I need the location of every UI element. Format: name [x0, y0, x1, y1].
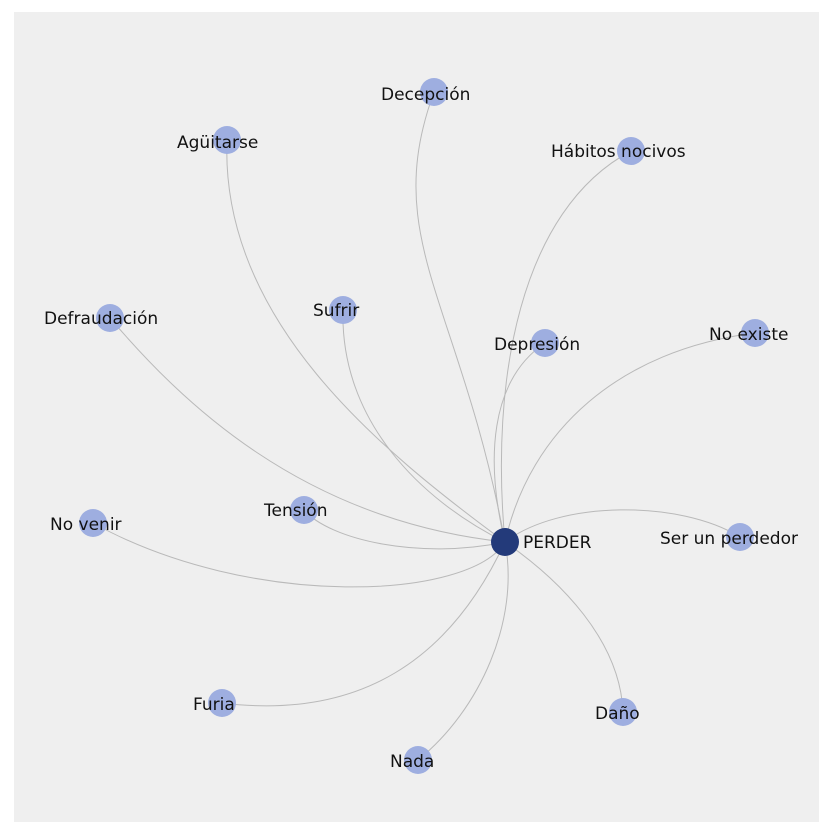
label-layer: Decepción Agüitarse Hábitos nocivos Defr… — [44, 85, 798, 772]
label-aguitarse: Agüitarse — [177, 133, 258, 153]
label-center-perder: PERDER — [523, 533, 592, 553]
label-sufrir: Sufrir — [313, 301, 359, 321]
label-ser-un-perdedor: Ser un perdedor — [660, 529, 798, 549]
edge-sufrir — [342, 309, 506, 543]
edge-no-existe — [504, 332, 756, 543]
edge-layer — [92, 91, 756, 761]
label-nada: Nada — [390, 752, 434, 772]
node-dano[interactable] — [609, 698, 637, 726]
node-depresion[interactable] — [531, 329, 559, 357]
label-habitos-nocivos: Hábitos nocivos — [551, 142, 686, 162]
node-tension[interactable] — [290, 496, 318, 524]
label-defraudacion: Defraudación — [44, 309, 158, 329]
node-sufrir[interactable] — [329, 296, 357, 324]
edge-tension — [303, 509, 506, 550]
label-no-venir: No venir — [50, 515, 122, 535]
label-depresion: Depresión — [494, 335, 580, 355]
edge-decepcion — [415, 91, 506, 543]
edge-depresion — [493, 342, 546, 543]
edge-aguitarse — [226, 139, 506, 543]
node-center-perder[interactable] — [491, 528, 519, 556]
label-dano: Daño — [595, 704, 640, 724]
node-decepcion[interactable] — [420, 78, 448, 106]
node-habitos-nocivos[interactable] — [617, 137, 645, 165]
node-layer — [79, 78, 769, 774]
diagram-canvas — [14, 12, 819, 822]
label-furia: Furia — [193, 695, 235, 715]
node-nada[interactable] — [404, 746, 432, 774]
edge-ser-un-perdedor — [504, 509, 741, 543]
edge-defraudacion — [109, 317, 506, 543]
node-no-venir[interactable] — [79, 509, 107, 537]
node-no-existe[interactable] — [741, 319, 769, 347]
edge-furia — [221, 541, 506, 707]
edge-habitos-nocivos — [500, 150, 632, 543]
node-defraudacion[interactable] — [96, 304, 124, 332]
edge-dano — [504, 541, 624, 713]
label-decepcion: Decepción — [381, 85, 470, 105]
label-no-existe: No existe — [709, 325, 788, 345]
node-aguitarse[interactable] — [213, 126, 241, 154]
edge-nada — [417, 541, 509, 761]
node-ser-un-perdedor[interactable] — [726, 523, 754, 551]
node-furia[interactable] — [208, 689, 236, 717]
label-tension: Tensión — [263, 501, 327, 521]
edge-no-venir — [92, 522, 506, 588]
